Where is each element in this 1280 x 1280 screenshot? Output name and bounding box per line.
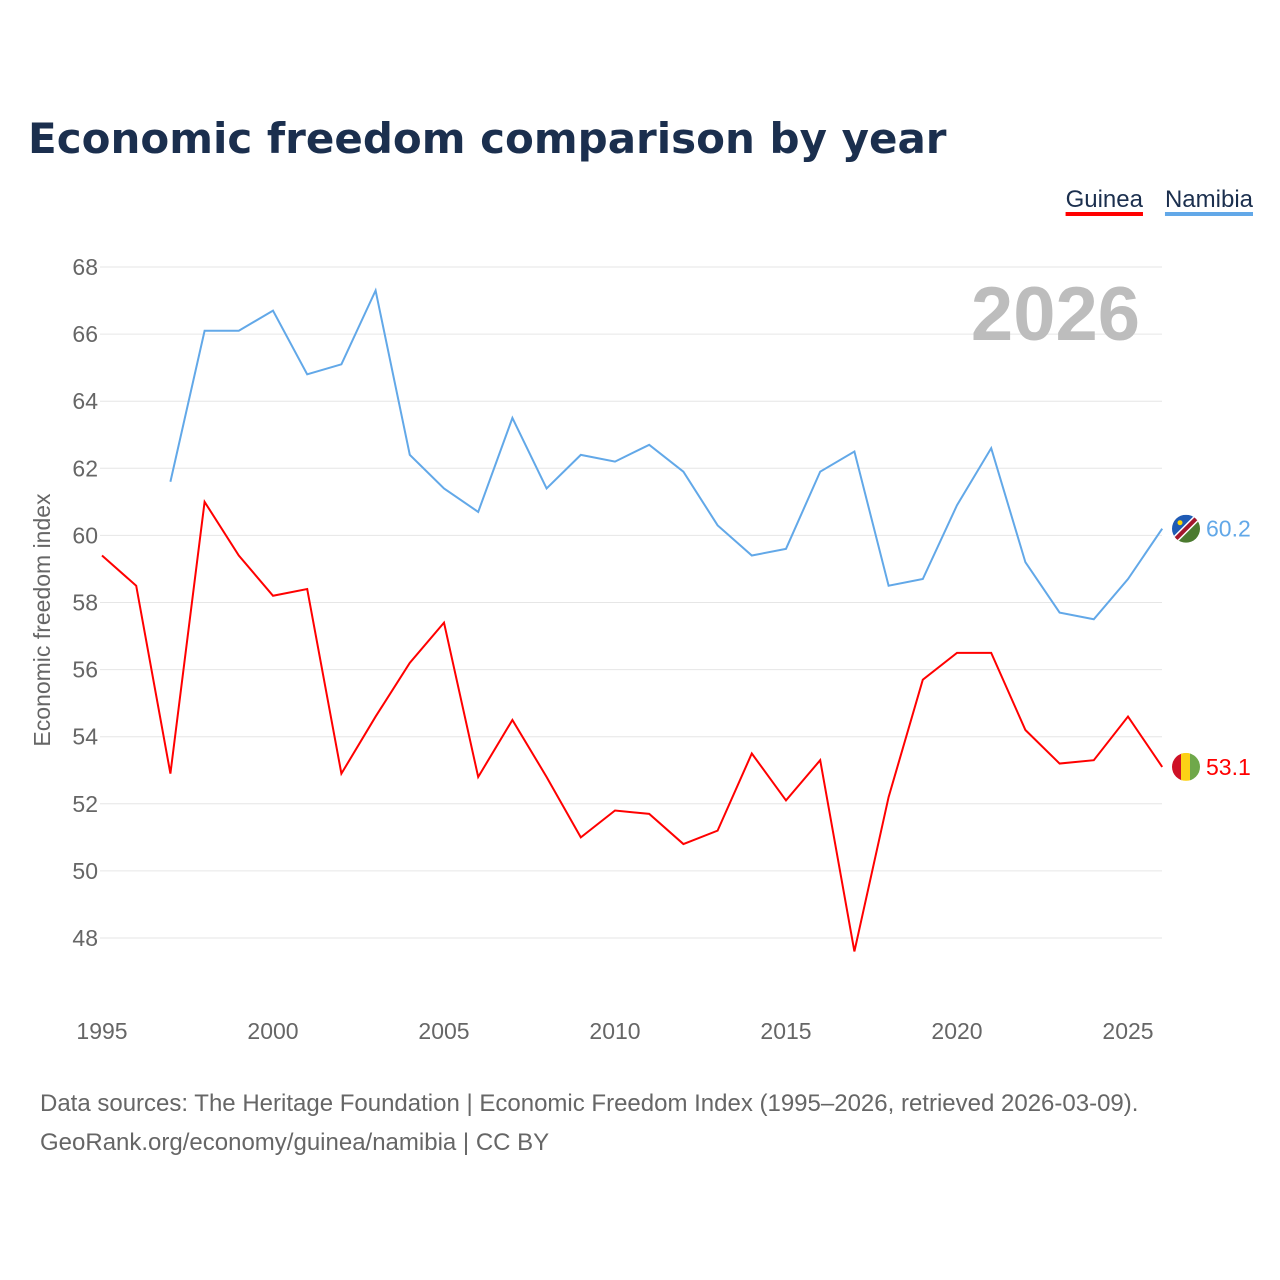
x-tick-label: 2005 xyxy=(418,1018,469,1044)
y-tick-label: 50 xyxy=(72,858,98,884)
series-line-namibia xyxy=(169,287,1164,621)
legend-item-guinea[interactable]: Guinea xyxy=(1066,186,1144,213)
x-tick-label: 2015 xyxy=(760,1018,811,1044)
y-tick-label: 66 xyxy=(72,321,98,347)
legend-swatch xyxy=(1065,212,1143,216)
legend-item-namibia[interactable]: Namibia xyxy=(1165,186,1254,213)
series-line-guinea xyxy=(101,498,1164,952)
x-tick-label: 2010 xyxy=(589,1018,640,1044)
x-tick-label: 2025 xyxy=(1102,1018,1153,1044)
year-watermark: 2026 xyxy=(971,272,1140,357)
end-value-label-namibia: 60.2 xyxy=(1206,516,1251,542)
y-tick-label: 58 xyxy=(72,590,98,616)
y-tick-label: 56 xyxy=(72,657,98,683)
y-tick-label: 48 xyxy=(72,925,98,951)
source-text: Data sources: The Heritage Foundation | … xyxy=(40,1090,1138,1117)
y-axis-label: Economic freedom index xyxy=(29,493,55,747)
source-url[interactable]: GeoRank.org/economy/guinea/namibia | CC … xyxy=(40,1129,549,1156)
x-tick-label: 2000 xyxy=(247,1018,298,1044)
chart-title: Economic freedom comparison by year xyxy=(28,114,947,163)
y-tick-label: 54 xyxy=(72,724,98,750)
legend-swatch xyxy=(1164,212,1253,216)
x-tick-label: 2020 xyxy=(931,1018,982,1044)
end-value-label-guinea: 53.1 xyxy=(1206,754,1251,780)
y-tick-label: 60 xyxy=(72,522,98,548)
y-tick-label: 62 xyxy=(72,455,98,481)
y-tick-label: 52 xyxy=(72,791,98,817)
y-tick-label: 68 xyxy=(72,254,98,280)
x-tick-label: 1995 xyxy=(76,1018,127,1044)
flag-icon-namibia xyxy=(1172,514,1200,543)
flag-icon-guinea xyxy=(1172,752,1200,781)
y-tick-label: 64 xyxy=(72,388,98,414)
